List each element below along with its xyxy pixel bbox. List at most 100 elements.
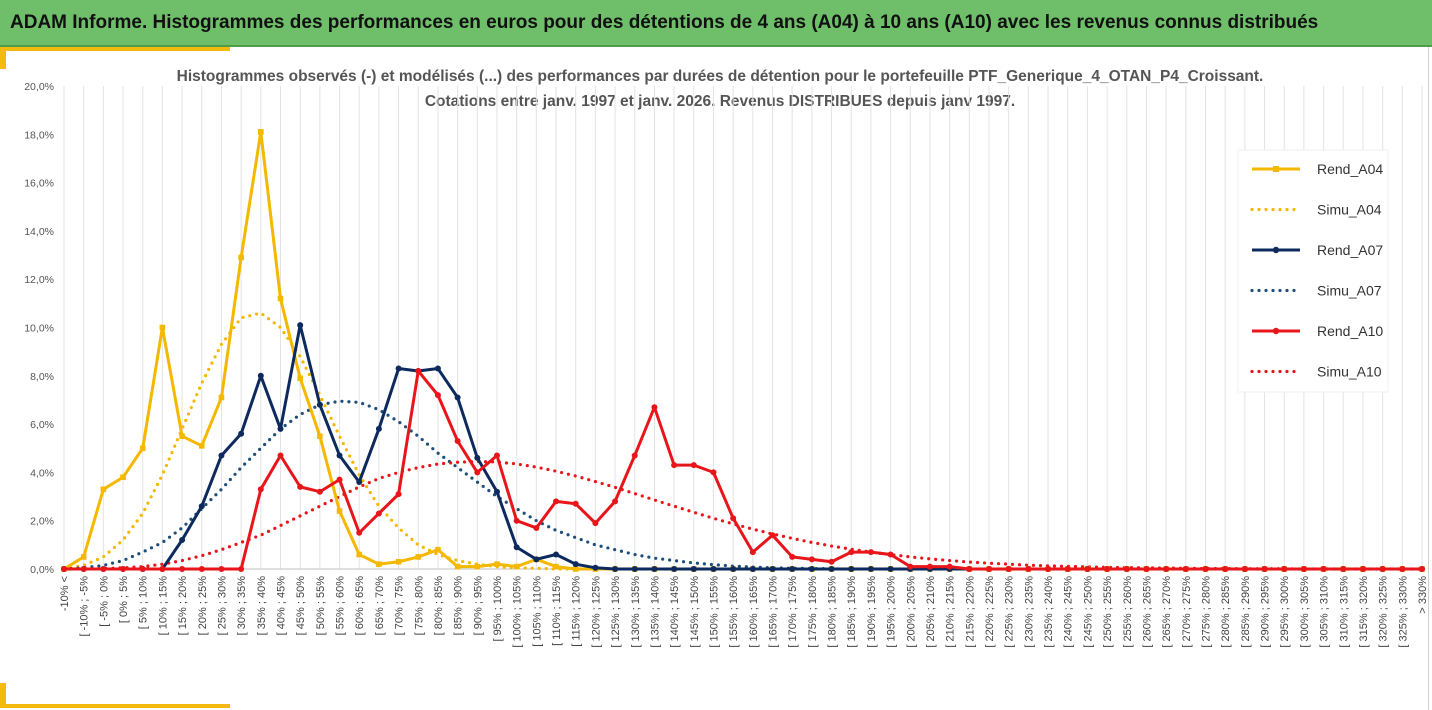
data-point	[238, 254, 244, 261]
data-point	[179, 433, 185, 439]
data-point	[375, 510, 382, 517]
y-tick-label: 20,0%	[24, 81, 54, 93]
data-point	[1123, 566, 1130, 572]
data-point	[297, 483, 304, 490]
data-point	[120, 474, 126, 481]
data-point	[867, 566, 874, 572]
data-point	[808, 556, 815, 563]
data-point	[415, 367, 422, 374]
data-point	[966, 566, 973, 572]
y-tick-label: 18,0%	[24, 129, 54, 141]
data-point	[356, 551, 363, 558]
x-tick-label: [ 80% ; 85%	[433, 576, 445, 636]
x-tick-label: [ 0% ; 5%	[118, 576, 130, 623]
x-axis: -10% < [ -10% ; -5% [ -5% ; 0% [ 0% ; 5% [ 5…	[59, 576, 1429, 648]
y-tick-label: 4,0%	[30, 467, 54, 479]
data-point	[1261, 566, 1268, 572]
data-point	[277, 295, 284, 302]
data-point	[434, 365, 441, 372]
legend-label: Rend_A10	[1317, 323, 1383, 339]
accent-bar-top	[0, 47, 230, 51]
data-point	[474, 469, 481, 476]
series-Rend_A10	[61, 367, 1425, 572]
x-tick-label: [ 205% ; 210%	[925, 576, 937, 648]
data-point	[828, 558, 835, 565]
data-point	[474, 563, 481, 570]
data-point	[435, 546, 441, 553]
data-point	[1104, 566, 1111, 572]
legend-item-Rend_A07: Rend_A07	[1252, 242, 1383, 258]
data-point	[198, 503, 205, 510]
data-point	[218, 394, 225, 401]
data-point	[297, 375, 303, 382]
data-point	[1025, 566, 1032, 572]
x-tick-label: [ 120% ; 125%	[590, 576, 602, 648]
x-tick-label: [ 165% ; 170%	[768, 576, 780, 648]
data-point	[631, 566, 638, 572]
data-point	[671, 566, 678, 572]
data-point	[316, 488, 323, 495]
data-point	[277, 452, 284, 459]
data-point	[513, 544, 520, 551]
data-point	[553, 551, 560, 558]
data-point	[395, 491, 402, 498]
data-point	[769, 566, 776, 572]
x-tick-label: [ 240% ; 245%	[1063, 576, 1075, 648]
x-tick-label: [ 325% ; 330%	[1397, 576, 1409, 648]
data-point	[1320, 566, 1327, 572]
data-point	[1300, 566, 1307, 572]
data-point	[572, 500, 579, 507]
data-point	[159, 566, 166, 572]
x-tick-label: [ 180% ; 185%	[827, 576, 839, 648]
x-tick-label: > 330%	[1417, 576, 1429, 614]
data-point	[651, 566, 658, 572]
x-tick-label: [ 50% ; 55%	[315, 576, 327, 636]
y-tick-label: 10,0%	[24, 323, 54, 335]
x-tick-label: [ -10% ; -5%	[79, 576, 91, 637]
y-tick-label: 16,0%	[24, 178, 54, 190]
data-point	[1281, 566, 1288, 572]
x-tick-label: [ 280% ; 285%	[1220, 576, 1232, 648]
data-point	[730, 566, 737, 572]
x-tick-label: [ 175% ; 180%	[807, 576, 819, 648]
data-point	[1005, 566, 1012, 572]
data-point	[317, 433, 323, 439]
x-tick-label: [ 15% ; 20%	[177, 576, 189, 636]
x-tick-label: [ 310% ; 315%	[1338, 576, 1350, 648]
data-point	[513, 517, 520, 524]
data-point	[867, 549, 874, 556]
legend-box	[1237, 149, 1389, 393]
x-tick-label: [ 5% ; 10%	[138, 576, 150, 629]
data-point	[1359, 566, 1366, 572]
x-tick-label: [ 195% ; 200%	[886, 576, 898, 648]
data-point	[1419, 566, 1425, 572]
x-tick-label: [ 300% ; 305%	[1299, 576, 1311, 648]
x-tick-label: [ 305% ; 310%	[1319, 576, 1331, 648]
data-point	[61, 566, 67, 572]
chart-title: Histogrammes observés (-) et modélisés (…	[160, 64, 1280, 114]
data-point	[1143, 566, 1150, 572]
legend-label: Rend_A07	[1317, 242, 1383, 258]
data-point	[1399, 566, 1406, 572]
data-point	[1241, 566, 1248, 572]
data-point	[375, 425, 382, 432]
data-point	[789, 553, 796, 560]
x-tick-label: [ 95% ; 100%	[492, 576, 504, 642]
data-point	[690, 462, 697, 469]
x-tick-label: [ 250% ; 255%	[1102, 576, 1114, 648]
data-point	[848, 549, 855, 556]
y-tick-label: 0,0%	[30, 564, 54, 576]
data-point	[100, 486, 107, 493]
series-line	[64, 369, 1422, 571]
x-tick-label: [ 320% ; 325%	[1378, 576, 1390, 648]
y-axis: 0,0% 2,0% 4,0% 6,0% 8,0% 10,0% 12,0% 14,0% 16,0%…	[24, 81, 54, 576]
x-tick-label: [ 140% ; 145%	[669, 576, 681, 648]
data-point	[356, 529, 363, 536]
y-tick-label: 14,0%	[24, 226, 54, 238]
data-point	[120, 566, 127, 572]
data-point	[257, 372, 264, 379]
data-point	[434, 392, 441, 399]
x-tick-label: [ 55% ; 60%	[335, 576, 347, 636]
x-tick-label: [ 60% ; 65%	[354, 576, 366, 636]
legend-item-Simu_A04: Simu_A04	[1250, 202, 1382, 218]
